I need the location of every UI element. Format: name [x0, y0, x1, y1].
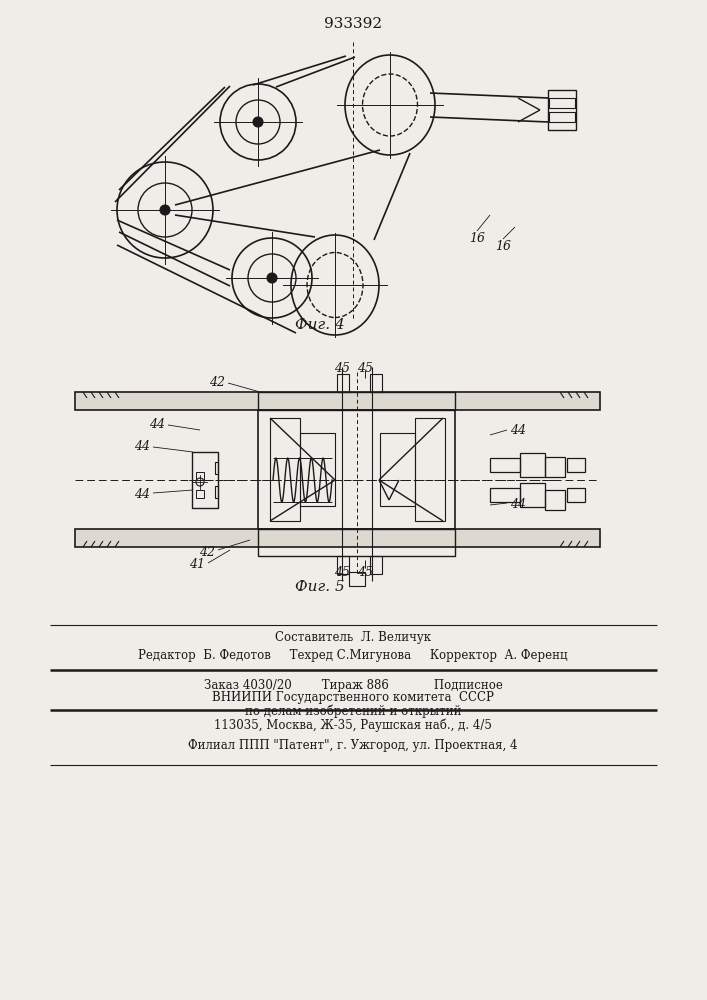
Bar	[370, 374, 382, 392]
Text: 42: 42	[199, 546, 215, 560]
Text: Фиг. 5: Фиг. 5	[295, 580, 345, 594]
Text: 42: 42	[209, 376, 225, 389]
Bar	[270, 418, 300, 521]
Text: Филиал ППП "Патент", г. Ужгород, ул. Проектная, 4: Филиал ППП "Патент", г. Ужгород, ул. Про…	[188, 738, 518, 752]
Bar	[549, 98, 575, 108]
Bar	[258, 410, 455, 529]
Bar	[490, 488, 520, 502]
Text: 41: 41	[189, 558, 205, 572]
Bar	[258, 529, 455, 556]
Text: Заказ 4030/20        Тираж 886            Подписное: Заказ 4030/20 Тираж 886 Подписное	[204, 678, 503, 692]
Bar	[349, 572, 365, 586]
Text: 113035, Москва, Ж-35, Раушская наб., д. 4/5: 113035, Москва, Ж-35, Раушская наб., д. …	[214, 718, 492, 732]
Bar	[215, 462, 218, 474]
Bar	[337, 374, 349, 392]
Circle shape	[267, 273, 277, 283]
Text: 45: 45	[334, 566, 350, 578]
Bar	[545, 457, 565, 477]
Bar	[196, 490, 204, 498]
Bar	[370, 556, 382, 574]
Bar	[380, 433, 415, 506]
Text: 45: 45	[334, 361, 350, 374]
Text: 16: 16	[469, 232, 485, 244]
Text: 45: 45	[357, 566, 373, 578]
Bar	[415, 418, 445, 521]
Text: по делам изобретений и открытий: по делам изобретений и открытий	[245, 704, 461, 718]
Bar	[300, 433, 335, 506]
Bar	[567, 458, 585, 472]
Text: 44: 44	[510, 498, 526, 512]
Text: 45: 45	[357, 361, 373, 374]
Bar	[548, 90, 576, 130]
Bar	[337, 556, 349, 574]
Bar	[545, 490, 565, 510]
Circle shape	[253, 117, 263, 127]
Text: 44: 44	[134, 440, 150, 454]
Text: Фиг. 4: Фиг. 4	[295, 318, 345, 332]
Text: 44: 44	[134, 488, 150, 502]
Text: Редактор  Б. Федотов     Техред С.Мигунова     Корректор  А. Ференц: Редактор Б. Федотов Техред С.Мигунова Ко…	[138, 648, 568, 662]
Bar	[192, 452, 218, 508]
Bar	[490, 458, 520, 472]
Bar	[215, 486, 218, 498]
Bar	[258, 392, 455, 410]
Text: 44: 44	[149, 418, 165, 432]
Bar	[75, 529, 600, 547]
Text: ВНИИПИ Государственного комитета  СССР: ВНИИПИ Государственного комитета СССР	[212, 692, 494, 704]
Text: 933392: 933392	[324, 17, 382, 31]
Bar	[520, 453, 545, 477]
Bar	[75, 392, 600, 410]
Text: 44: 44	[510, 424, 526, 436]
Bar	[520, 483, 545, 507]
Bar	[549, 112, 575, 122]
Bar	[196, 472, 204, 480]
Text: Составитель  Л. Величук: Составитель Л. Величук	[275, 631, 431, 644]
Bar	[567, 488, 585, 502]
Circle shape	[160, 205, 170, 215]
Text: 16: 16	[495, 239, 511, 252]
